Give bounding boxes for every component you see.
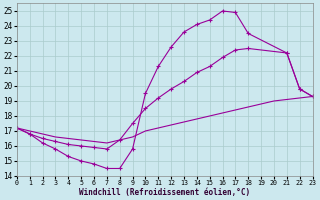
X-axis label: Windchill (Refroidissement éolien,°C): Windchill (Refroidissement éolien,°C) xyxy=(79,188,250,197)
